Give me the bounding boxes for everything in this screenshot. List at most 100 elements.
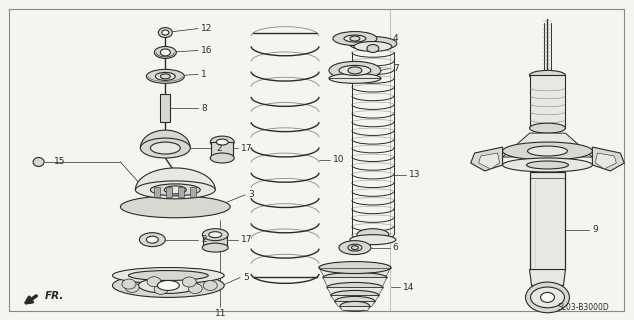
Ellipse shape bbox=[350, 235, 396, 244]
Text: 13: 13 bbox=[409, 171, 420, 180]
Polygon shape bbox=[529, 172, 566, 269]
Ellipse shape bbox=[122, 279, 136, 289]
Text: 1: 1 bbox=[201, 70, 207, 79]
Ellipse shape bbox=[160, 74, 171, 79]
Ellipse shape bbox=[164, 186, 186, 194]
Ellipse shape bbox=[503, 142, 592, 160]
Ellipse shape bbox=[529, 123, 566, 133]
Ellipse shape bbox=[339, 241, 371, 255]
Ellipse shape bbox=[188, 284, 202, 293]
Ellipse shape bbox=[154, 284, 168, 294]
Ellipse shape bbox=[527, 161, 569, 169]
Ellipse shape bbox=[210, 136, 234, 148]
Ellipse shape bbox=[367, 44, 379, 52]
Ellipse shape bbox=[140, 138, 190, 158]
Ellipse shape bbox=[112, 274, 224, 297]
Polygon shape bbox=[340, 306, 370, 310]
Ellipse shape bbox=[354, 42, 392, 52]
Text: 14: 14 bbox=[403, 283, 414, 292]
Ellipse shape bbox=[162, 30, 169, 35]
Ellipse shape bbox=[319, 261, 391, 274]
Ellipse shape bbox=[335, 296, 375, 306]
Ellipse shape bbox=[333, 32, 377, 45]
Polygon shape bbox=[503, 133, 592, 157]
Polygon shape bbox=[166, 187, 172, 197]
Ellipse shape bbox=[349, 36, 397, 51]
Text: 2: 2 bbox=[216, 144, 222, 153]
Ellipse shape bbox=[323, 273, 387, 283]
Polygon shape bbox=[190, 187, 197, 197]
Ellipse shape bbox=[357, 229, 389, 241]
Ellipse shape bbox=[183, 277, 197, 287]
Ellipse shape bbox=[125, 283, 139, 292]
Ellipse shape bbox=[529, 70, 566, 80]
Ellipse shape bbox=[136, 181, 215, 199]
Polygon shape bbox=[327, 287, 383, 295]
Text: 2: 2 bbox=[201, 235, 207, 244]
Ellipse shape bbox=[138, 277, 198, 293]
Text: 16: 16 bbox=[201, 46, 213, 55]
Polygon shape bbox=[140, 130, 190, 148]
Ellipse shape bbox=[157, 280, 179, 291]
Ellipse shape bbox=[216, 139, 228, 145]
Ellipse shape bbox=[139, 233, 165, 247]
Text: 9: 9 bbox=[592, 225, 598, 234]
Text: 4: 4 bbox=[393, 34, 398, 43]
Ellipse shape bbox=[344, 35, 366, 42]
Ellipse shape bbox=[526, 282, 569, 313]
Ellipse shape bbox=[351, 246, 358, 250]
Ellipse shape bbox=[129, 270, 208, 280]
Polygon shape bbox=[154, 187, 160, 197]
Polygon shape bbox=[592, 147, 624, 171]
Polygon shape bbox=[470, 147, 503, 171]
Ellipse shape bbox=[150, 142, 180, 154]
Ellipse shape bbox=[541, 292, 555, 302]
Polygon shape bbox=[319, 268, 391, 277]
Ellipse shape bbox=[327, 283, 383, 292]
Text: 6: 6 bbox=[393, 243, 399, 252]
Text: 11: 11 bbox=[214, 309, 226, 318]
Ellipse shape bbox=[154, 46, 176, 59]
Ellipse shape bbox=[150, 184, 200, 196]
Text: 5: 5 bbox=[243, 273, 249, 282]
Ellipse shape bbox=[331, 291, 379, 300]
Ellipse shape bbox=[348, 244, 362, 251]
Text: 8: 8 bbox=[201, 104, 207, 113]
Ellipse shape bbox=[120, 196, 230, 218]
Polygon shape bbox=[178, 187, 184, 197]
Polygon shape bbox=[323, 277, 387, 287]
Ellipse shape bbox=[155, 72, 176, 80]
Text: 10: 10 bbox=[333, 156, 344, 164]
Ellipse shape bbox=[339, 65, 371, 76]
Polygon shape bbox=[479, 153, 500, 169]
Ellipse shape bbox=[146, 69, 184, 83]
Polygon shape bbox=[529, 269, 566, 285]
Ellipse shape bbox=[503, 158, 592, 172]
Ellipse shape bbox=[202, 229, 228, 241]
Ellipse shape bbox=[348, 67, 362, 74]
Ellipse shape bbox=[158, 28, 172, 37]
Text: 17: 17 bbox=[241, 235, 253, 244]
Text: FR.: FR. bbox=[44, 292, 64, 301]
Ellipse shape bbox=[147, 277, 161, 287]
Ellipse shape bbox=[112, 268, 224, 284]
Ellipse shape bbox=[160, 49, 171, 56]
Ellipse shape bbox=[202, 243, 228, 252]
Text: 7: 7 bbox=[393, 64, 399, 73]
Polygon shape bbox=[529, 76, 566, 128]
Ellipse shape bbox=[350, 36, 360, 41]
Ellipse shape bbox=[319, 262, 391, 273]
Ellipse shape bbox=[146, 236, 158, 243]
Polygon shape bbox=[136, 168, 215, 190]
Ellipse shape bbox=[209, 232, 222, 238]
Ellipse shape bbox=[204, 280, 217, 291]
Ellipse shape bbox=[531, 287, 564, 308]
Ellipse shape bbox=[329, 73, 381, 83]
Polygon shape bbox=[211, 142, 233, 158]
Ellipse shape bbox=[210, 153, 234, 163]
Text: 15: 15 bbox=[54, 157, 65, 166]
Polygon shape bbox=[595, 153, 616, 169]
Text: 3: 3 bbox=[248, 190, 254, 199]
Ellipse shape bbox=[33, 157, 44, 166]
Polygon shape bbox=[160, 94, 171, 122]
